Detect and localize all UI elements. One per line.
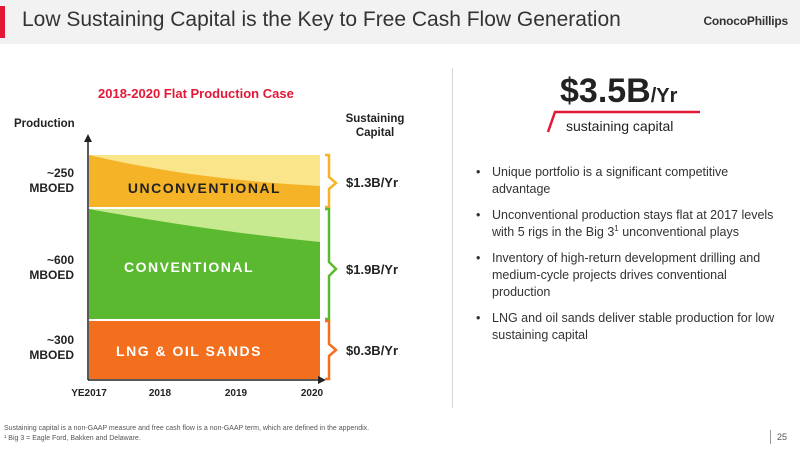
conventional-label: CONVENTIONAL (124, 259, 254, 275)
x-axis-arrow (318, 376, 326, 384)
x-tick: 2020 (300, 388, 324, 399)
lng-bracket (325, 319, 338, 381)
x-tick: 2018 (148, 388, 172, 399)
conventional-band (89, 209, 320, 319)
production-axis-title: Production (14, 118, 75, 130)
x-tick: YE2017 (71, 388, 107, 399)
lng-capital: $0.3B/Yr (346, 343, 399, 358)
key-points-list: Unique portfolio is a significant compet… (474, 164, 779, 353)
sustaining-capital-caption: sustaining capital (566, 118, 674, 134)
chart-title: 2018-2020 Flat Production Case (98, 86, 294, 101)
conventional-capital: $1.9B/Yr (346, 262, 399, 277)
y-axis-arrow (84, 134, 92, 142)
conventional-production: ~600 MBOED (29, 253, 74, 282)
sustaining-capital-title: Sustaining Capital (345, 113, 405, 139)
conventional-bracket (325, 207, 338, 321)
column-divider (452, 68, 453, 408)
header-bar: Low Sustaining Capital is the Key to Fre… (0, 0, 800, 44)
bullet-item: Inventory of high-return development dri… (474, 250, 779, 301)
unconventional-bracket (325, 153, 338, 209)
unconventional-capital: $1.3B/Yr (346, 175, 399, 190)
sustaining-capital-total: $3.5B/Yr (560, 72, 678, 110)
bullet-item: LNG and oil sands deliver stable product… (474, 310, 779, 344)
bullet-item: Unique portfolio is a significant compet… (474, 164, 779, 198)
page-number-divider (770, 430, 771, 444)
bullet-item: Unconventional production stays flat at … (474, 207, 779, 241)
page-number: 25 (777, 432, 788, 442)
company-logo: ConocoPhillips (703, 14, 788, 28)
x-tick: 2019 (224, 388, 248, 399)
lng-band (89, 321, 320, 379)
lng-production: ~300 MBOED (29, 333, 74, 362)
unconventional-label: UNCONVENTIONAL (127, 180, 282, 196)
accent-swoosh (546, 110, 700, 133)
slide-title: Low Sustaining Capital is the Key to Fre… (22, 8, 621, 31)
unconventional-production: ~250 MBOED (29, 166, 74, 195)
unconventional-band (89, 155, 320, 207)
lng-label: LNG & OIL SANDS (116, 343, 262, 359)
footnotes: Sustaining capital is a non-GAAP measure… (4, 425, 370, 442)
header-accent (0, 6, 5, 38)
